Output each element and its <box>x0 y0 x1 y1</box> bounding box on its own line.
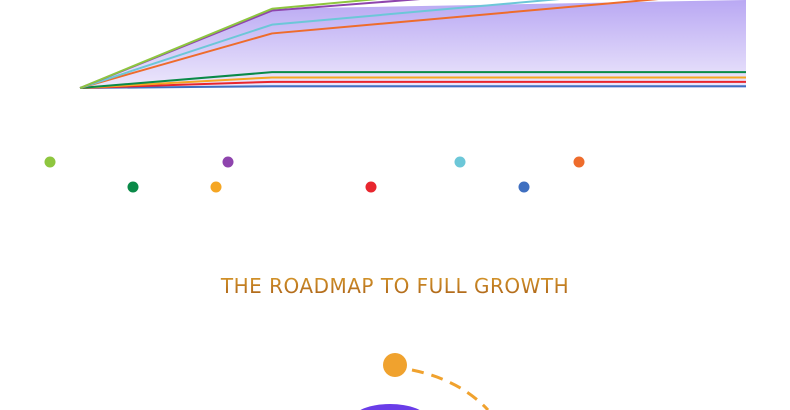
chart-area-fill <box>80 0 746 88</box>
legend-marker-3 <box>454 156 466 168</box>
series-line-1 <box>79 0 378 89</box>
chart-lines-layer <box>79 0 746 89</box>
series-line-6 <box>79 76 746 89</box>
chart-legend <box>44 156 585 193</box>
roadmap-diagram <box>360 353 490 410</box>
legend-marker-6 <box>210 181 222 193</box>
chart-area-layer <box>80 0 746 88</box>
roadmap-hub <box>360 404 420 410</box>
roadmap-dashed-path <box>411 368 490 410</box>
section-heading: THE ROADMAP TO FULL GROWTH <box>0 274 790 298</box>
legend-marker-8 <box>518 181 530 193</box>
series-line-4 <box>79 0 659 89</box>
series-line-7 <box>79 80 746 89</box>
series-line-5 <box>79 71 746 89</box>
series-line-8 <box>79 85 746 89</box>
legend-marker-2 <box>222 156 234 168</box>
legend-marker-1 <box>44 156 56 168</box>
series-line-3 <box>79 0 560 89</box>
legend-marker-4 <box>573 156 585 168</box>
roadmap-start-node <box>383 353 407 377</box>
legend-marker-7 <box>365 181 377 193</box>
legend-marker-5 <box>127 181 139 193</box>
growth-line-chart <box>44 0 746 193</box>
